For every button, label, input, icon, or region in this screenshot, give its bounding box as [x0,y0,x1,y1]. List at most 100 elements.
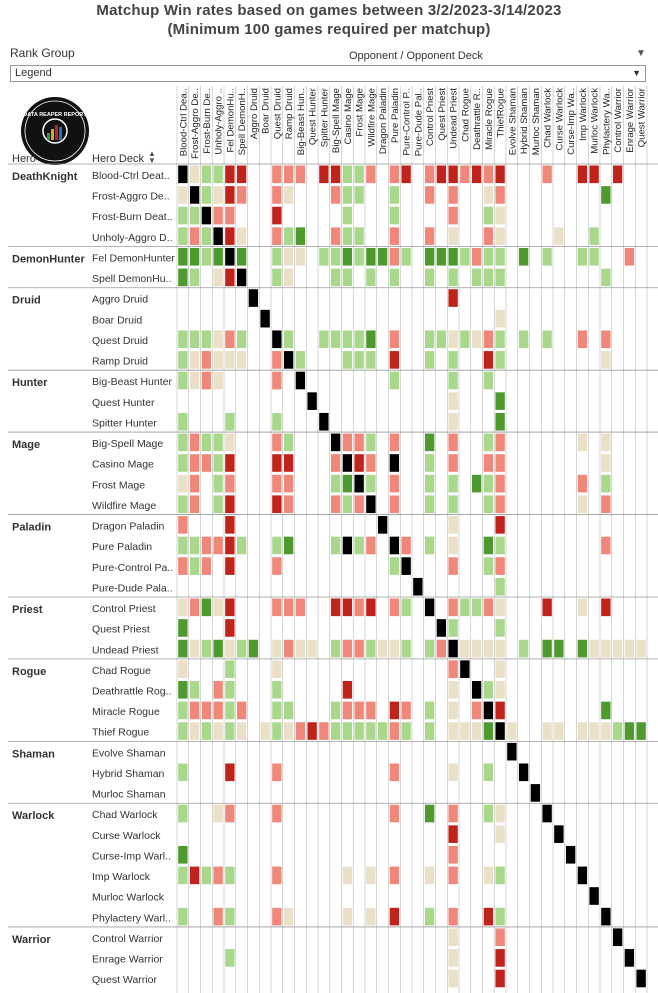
matchup-cell[interactable] [448,722,458,740]
matchup-cell[interactable] [189,536,200,555]
matchup-cell[interactable] [401,701,411,720]
matchup-cell[interactable] [612,165,623,184]
matchup-cell[interactable] [295,165,306,184]
matchup-cell[interactable] [189,474,200,493]
matchup-cell[interactable] [565,845,576,864]
matchup-cell[interactable] [236,247,247,266]
matchup-cell[interactable] [483,701,494,720]
matchup-cell[interactable] [601,907,611,926]
matchup-cell[interactable] [295,639,306,658]
matchup-cell[interactable] [577,598,588,617]
matchup-cell[interactable] [366,495,376,514]
matchup-cell[interactable] [330,474,341,493]
matchup-cell[interactable] [342,474,353,493]
matchup-cell[interactable] [342,866,353,885]
matchup-cell[interactable] [236,186,247,204]
matchup-cell[interactable] [225,639,235,658]
matchup-cell[interactable] [225,598,235,617]
matchup-cell[interactable] [471,165,482,184]
matchup-cell[interactable] [424,165,435,184]
matchup-cell[interactable] [213,227,223,245]
matchup-cell[interactable] [213,907,223,926]
matchup-cell[interactable] [366,722,376,740]
matchup-cell[interactable] [213,701,223,720]
matchup-cell[interactable] [354,536,364,555]
matchup-cell[interactable] [213,474,223,493]
matchup-cell[interactable] [272,681,282,699]
matchup-cell[interactable] [389,722,400,740]
matchup-cell[interactable] [389,639,400,658]
matchup-cell[interactable] [589,639,599,658]
matchup-cell[interactable] [448,433,458,452]
matchup-cell[interactable] [225,722,235,740]
matchup-cell[interactable] [366,433,376,452]
matchup-cell[interactable] [424,227,435,245]
matchup-cell[interactable] [424,433,435,452]
matchup-cell[interactable] [225,351,235,369]
matchup-cell[interactable] [189,722,200,740]
matchup-cell[interactable] [342,330,353,349]
matchup-cell[interactable] [189,227,200,245]
matchup-cell[interactable] [213,247,223,266]
matchup-cell[interactable] [448,557,458,575]
matchup-cell[interactable] [354,454,364,472]
matchup-cell[interactable] [201,433,212,452]
matchup-cell[interactable] [448,845,458,864]
matchup-cell[interactable] [225,557,235,575]
matchup-cell[interactable] [225,949,235,967]
matchup-cell[interactable] [295,227,306,245]
matchup-cell[interactable] [272,227,282,245]
matchup-cell[interactable] [495,928,505,947]
matchup-cell[interactable] [366,330,376,349]
matchup-cell[interactable] [507,742,517,761]
matchup-cell[interactable] [319,412,329,431]
matchup-cell[interactable] [283,907,294,926]
matchup-cell[interactable] [601,454,611,472]
matchup-cell[interactable] [495,907,505,926]
matchup-cell[interactable] [518,639,529,658]
matchup-cell[interactable] [436,165,447,184]
matchup-cell[interactable] [495,660,505,678]
matchup-cell[interactable] [554,722,564,740]
matchup-cell[interactable] [495,206,505,225]
matchup-cell[interactable] [389,186,400,204]
matchup-cell[interactable] [424,330,435,349]
matchup-cell[interactable] [542,639,552,658]
matchup-cell[interactable] [389,495,400,514]
matchup-cell[interactable] [389,454,400,472]
matchup-cell[interactable] [283,474,294,493]
matchup-cell[interactable] [366,474,376,493]
matchup-cell[interactable] [483,804,494,823]
matchup-cell[interactable] [295,247,306,266]
matchup-cell[interactable] [178,454,188,472]
matchup-cell[interactable] [401,598,411,617]
matchup-cell[interactable] [495,804,505,823]
matchup-cell[interactable] [448,619,458,637]
matchup-cell[interactable] [213,722,223,740]
matchup-cell[interactable] [178,247,188,266]
matchup-cell[interactable] [354,701,364,720]
matchup-cell[interactable] [178,330,188,349]
matchup-cell[interactable] [495,247,505,266]
matchup-cell[interactable] [448,928,458,947]
matchup-cell[interactable] [201,722,212,740]
matchup-cell[interactable] [366,536,376,555]
matchup-cell[interactable] [495,722,505,740]
matchup-cell[interactable] [448,866,458,885]
matchup-cell[interactable] [542,330,552,349]
matchup-cell[interactable] [225,206,235,225]
matchup-cell[interactable] [213,268,223,287]
matchup-cell[interactable] [483,722,494,740]
matchup-cell[interactable] [225,454,235,472]
matchup-cell[interactable] [495,186,505,204]
matchup-cell[interactable] [389,763,400,782]
matchup-cell[interactable] [636,639,646,658]
matchup-cell[interactable] [248,289,259,307]
matchup-cell[interactable] [436,639,447,658]
matchup-cell[interactable] [495,536,505,555]
matchup-cell[interactable] [189,206,200,225]
matchup-cell[interactable] [483,371,494,390]
matchup-cell[interactable] [495,351,505,369]
matchup-cell[interactable] [225,660,235,678]
matchup-cell[interactable] [201,454,212,472]
